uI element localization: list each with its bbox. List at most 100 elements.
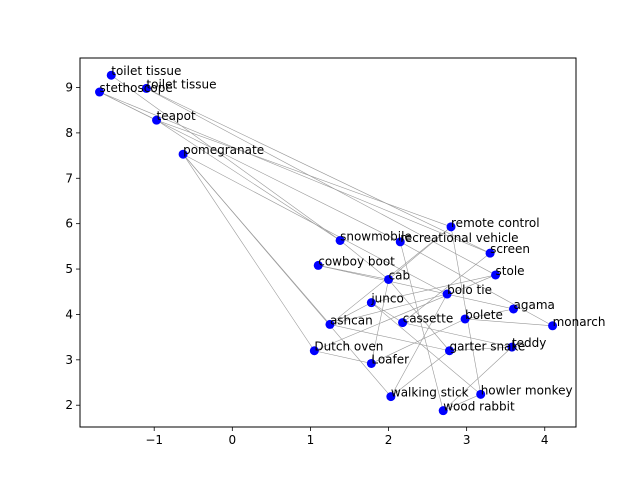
point-label: walking stick	[391, 386, 469, 400]
point-label: teddy	[512, 336, 546, 350]
point-label: teapot	[157, 109, 196, 123]
data-point	[178, 149, 188, 159]
point-label: pomegranate	[183, 143, 264, 157]
point-label: monarch	[553, 315, 606, 329]
point-label: snowmobile	[340, 229, 412, 243]
edge-line	[156, 119, 452, 228]
point-label: bolo tie	[447, 283, 492, 297]
edge-line	[182, 154, 315, 351]
point-label: bolete	[465, 308, 503, 322]
y-tick-label: 7	[65, 171, 73, 185]
data-point	[95, 87, 105, 97]
edge-line	[146, 88, 496, 276]
edge-line	[329, 302, 372, 325]
y-tick-label: 8	[65, 126, 73, 140]
point-label: screen	[490, 242, 530, 256]
edge-line	[371, 318, 466, 364]
points-layer	[95, 70, 558, 416]
edge-line	[465, 318, 553, 327]
edge-line	[314, 274, 496, 352]
edge-line	[402, 322, 513, 348]
data-point	[366, 358, 376, 368]
x-tick-label: 2	[385, 433, 393, 447]
data-point	[152, 115, 162, 125]
edge-line	[390, 293, 448, 397]
data-point	[309, 346, 319, 356]
y-tick-label: 4	[65, 307, 73, 321]
edge-line	[156, 119, 341, 241]
point-label: howler monkey	[481, 383, 573, 397]
x-tick-label: 4	[541, 433, 549, 447]
y-tick-label: 2	[65, 398, 73, 412]
edges-layer	[99, 75, 553, 411]
data-point	[444, 346, 454, 356]
data-point	[507, 342, 517, 352]
point-label: cab	[389, 268, 411, 282]
data-point	[509, 304, 519, 314]
edge-line	[318, 265, 514, 310]
edge-line	[399, 241, 444, 411]
edge-line	[314, 350, 372, 364]
edge-line	[146, 88, 491, 254]
edge-line	[465, 308, 514, 320]
point-label: toilet tissue	[111, 64, 181, 78]
edge-line	[388, 279, 450, 351]
data-point	[366, 298, 376, 308]
y-tick-label: 9	[65, 81, 73, 95]
point-label: cassette	[403, 312, 454, 326]
edge-line	[450, 226, 482, 395]
y-axis-ticks: 2 3 4 5 6 7 8 9	[65, 81, 80, 412]
data-point	[485, 248, 495, 258]
point-label: stethoscope	[100, 81, 173, 95]
edge-line	[443, 346, 513, 411]
x-tick-label: 1	[307, 433, 315, 447]
point-label: cowboy boot	[318, 254, 395, 268]
edge-line	[99, 91, 401, 243]
edge-line	[111, 75, 341, 241]
data-point	[398, 318, 408, 328]
edge-line	[371, 279, 389, 364]
data-point	[460, 314, 470, 324]
plot-frame	[79, 57, 577, 428]
data-point	[106, 70, 116, 80]
edge-line	[400, 241, 553, 327]
point-label: wood rabbit	[443, 400, 515, 414]
edge-line	[390, 350, 450, 397]
data-point	[325, 319, 335, 329]
data-point	[384, 274, 394, 284]
x-tick-label: −1	[145, 433, 163, 447]
point-label: Dutch oven	[314, 340, 383, 354]
data-point	[548, 321, 558, 331]
point-label: garter snake	[449, 340, 525, 354]
point-label: recreational vehicle	[400, 231, 518, 245]
edge-line	[329, 324, 450, 352]
x-axis-ticks: −1 0 1 2 3 4	[145, 427, 549, 447]
point-label: junco	[370, 292, 403, 306]
y-tick-label: 5	[65, 262, 73, 276]
point-label: agama	[514, 298, 555, 312]
data-point	[335, 235, 345, 245]
edge-line	[182, 153, 448, 295]
point-label: ashcan	[330, 313, 373, 327]
data-point	[442, 289, 452, 299]
edge-line	[371, 302, 403, 323]
point-label: Loafer	[371, 352, 409, 366]
data-point	[386, 392, 396, 402]
plot-background	[80, 58, 576, 427]
edge-line	[329, 293, 448, 325]
data-point	[313, 260, 323, 270]
edge-line	[182, 154, 392, 397]
data-point	[491, 270, 501, 280]
data-point	[438, 406, 448, 416]
data-point	[476, 389, 486, 399]
data-point	[141, 83, 151, 93]
edge-line	[402, 252, 491, 323]
x-tick-label: 3	[463, 433, 471, 447]
point-label: remote control	[451, 216, 540, 230]
data-point	[395, 237, 405, 247]
edge-line	[443, 394, 481, 411]
y-tick-label: 3	[65, 353, 73, 367]
y-tick-label: 6	[65, 217, 73, 231]
